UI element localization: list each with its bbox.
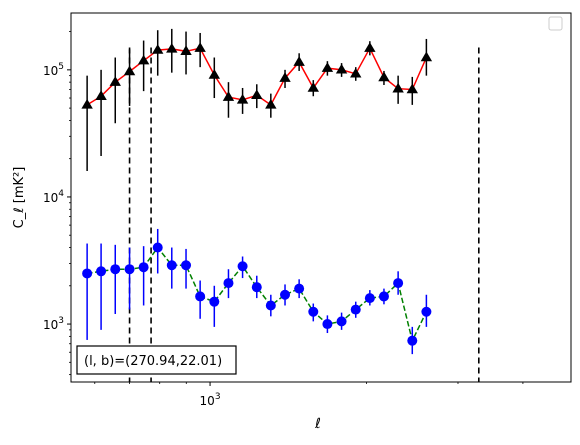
data-point <box>152 44 164 54</box>
data-point <box>406 83 418 94</box>
data-point <box>138 262 149 273</box>
series-1 <box>81 28 433 171</box>
data-point <box>336 316 347 327</box>
y-tick-label: 103 <box>43 316 64 332</box>
data-point <box>350 67 362 78</box>
data-point <box>195 291 206 302</box>
data-point <box>82 268 93 279</box>
legend-box <box>548 16 563 31</box>
data-point <box>321 62 334 72</box>
data-point <box>251 282 262 293</box>
x-axis-label: ℓ <box>314 416 321 432</box>
data-point <box>307 81 319 92</box>
data-point <box>110 264 121 275</box>
annotation-text: (l, b)=(270.94,22.01) <box>84 354 222 369</box>
data-point <box>137 54 150 65</box>
data-point <box>166 42 178 53</box>
y-tick-label: 105 <box>43 62 64 78</box>
data-point <box>308 306 319 317</box>
data-point <box>378 71 390 82</box>
data-point <box>392 82 404 93</box>
series-2 <box>82 228 432 355</box>
annotation-box: (l, b)=(270.94,22.01) <box>76 345 237 375</box>
data-point <box>335 63 348 74</box>
data-point <box>294 283 305 294</box>
x-tick-label: 103 <box>200 392 221 408</box>
data-point <box>251 89 263 100</box>
data-point <box>236 93 249 104</box>
data-point <box>123 65 136 76</box>
data-point <box>181 260 192 271</box>
data-point <box>208 69 221 79</box>
data-point <box>393 278 404 289</box>
data-point <box>237 261 248 272</box>
data-point <box>194 42 206 52</box>
plot-frame <box>70 12 572 383</box>
data-point <box>109 76 121 86</box>
data-point <box>322 319 333 330</box>
data-point <box>166 260 177 271</box>
data-point <box>124 264 135 275</box>
data-point <box>364 42 376 52</box>
data-point <box>350 304 361 315</box>
series-layer <box>81 28 433 355</box>
data-point <box>95 90 107 100</box>
data-point <box>265 300 276 311</box>
data-point <box>223 278 234 289</box>
data-point <box>364 293 375 304</box>
data-point <box>378 291 389 302</box>
data-point <box>407 335 418 346</box>
data-point <box>180 45 192 55</box>
y-tick-label: 104 <box>43 189 64 205</box>
y-axis-label: C_ℓ [mK²] <box>12 167 27 229</box>
data-point <box>209 296 220 307</box>
data-point <box>265 98 277 109</box>
data-point <box>96 266 107 277</box>
data-point <box>279 72 291 82</box>
data-point <box>421 306 432 317</box>
data-point <box>222 91 235 101</box>
data-point <box>152 242 163 253</box>
data-point <box>81 98 93 109</box>
data-point <box>280 289 291 300</box>
data-point <box>420 51 433 62</box>
data-point <box>293 56 305 66</box>
